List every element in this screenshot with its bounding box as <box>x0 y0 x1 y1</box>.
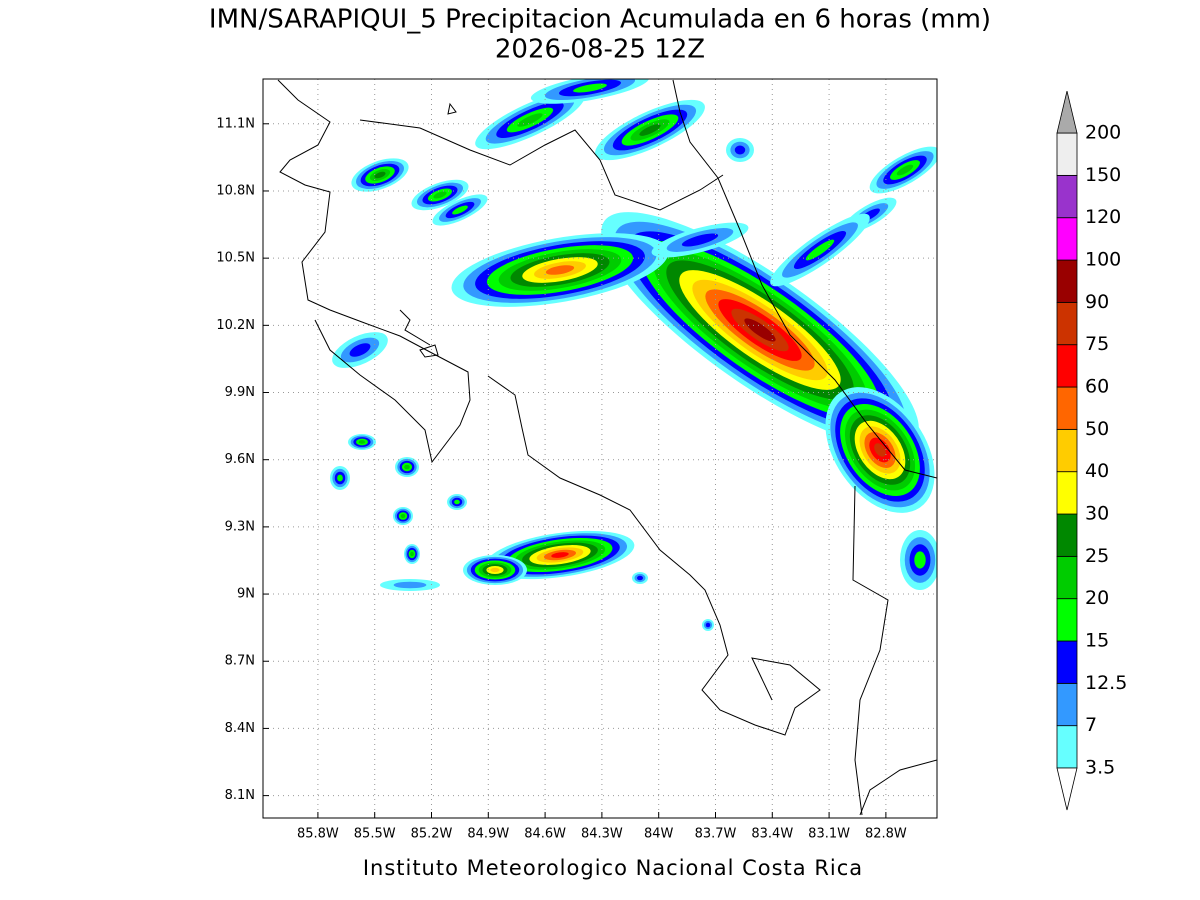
lon-tick-label: 84.3W <box>581 827 623 842</box>
precip-area <box>393 581 427 589</box>
precip-area <box>337 474 343 482</box>
lon-tick-label: 83.1W <box>808 827 850 842</box>
lon-tick-label: 85.5W <box>354 827 396 842</box>
precip-area <box>349 343 371 357</box>
coastline <box>399 309 431 346</box>
colorbar-label: 50 <box>1085 418 1109 440</box>
colorbar-box <box>1056 301 1078 346</box>
lat-tick-label: 8.4N <box>225 721 255 736</box>
colorbar-label: 200 <box>1085 122 1121 144</box>
lon-tick-label: 84.6W <box>524 827 566 842</box>
colorbar-box <box>1056 132 1078 176</box>
precip-area <box>573 83 607 93</box>
lon-tick-label: 83.4W <box>751 827 793 842</box>
border <box>852 485 889 816</box>
colorbar-label: 20 <box>1085 587 1109 609</box>
colorbar-over <box>1056 90 1078 134</box>
lon-tick-label: 82.8W <box>865 827 907 842</box>
precip-area <box>805 239 835 261</box>
precip-area <box>744 318 776 342</box>
plot-frame <box>262 78 938 819</box>
precip-area <box>358 440 366 444</box>
lon-tick-label: 85.8W <box>297 827 339 842</box>
colorbar-box <box>1056 682 1078 727</box>
colorbar-box <box>1056 428 1078 473</box>
lat-tick-label: 10.5N <box>216 251 255 266</box>
lat-tick-label: 9.6N <box>225 452 255 467</box>
precip-area <box>545 265 575 275</box>
lon-tick-label: 84.9W <box>467 827 509 842</box>
lon-tick-label: 85.2W <box>411 827 453 842</box>
colorbar-label: 120 <box>1085 206 1121 228</box>
precip-area <box>490 567 500 573</box>
colorbar-label: 75 <box>1085 333 1109 355</box>
lat-tick-label: 8.1N <box>225 788 255 803</box>
colorbar-box <box>1056 471 1078 515</box>
lat-tick-label: 9.9N <box>225 385 255 400</box>
colorbar-label: 60 <box>1085 376 1109 398</box>
colorbar: 3.5 7 12.5 15 20 25 30 40 50 60 75 90 100 120 150 200 <box>1056 90 1127 811</box>
colorbar-label: 3.5 <box>1085 757 1115 779</box>
colorbar-box <box>1056 513 1078 557</box>
border <box>359 119 724 211</box>
colorbar-under <box>1056 767 1078 811</box>
colorbar-label: 30 <box>1085 503 1109 525</box>
precip-area <box>705 622 711 628</box>
colorbar-label: 90 <box>1085 291 1109 313</box>
precip-area <box>914 551 926 569</box>
subtitle: 2026-08-25 12Z <box>495 35 705 65</box>
footer: Instituto Meteorologico Nacional Costa R… <box>363 856 863 880</box>
title: IMN/SARAPIQUI_5 Precipitacion Acumulada … <box>209 5 991 35</box>
lat-tick-label: 9.3N <box>225 519 255 534</box>
precip-area <box>433 191 447 199</box>
colorbar-box <box>1056 174 1078 219</box>
colorbar-label: 25 <box>1085 545 1109 567</box>
colorbar-box <box>1056 344 1078 388</box>
colorbar-label: 150 <box>1085 164 1121 186</box>
colorbar-box <box>1056 725 1078 769</box>
precip-area <box>896 164 914 176</box>
lat-tick-label: 10.2N <box>216 318 255 333</box>
precip-area <box>454 499 460 505</box>
coastline <box>672 79 937 479</box>
precip-area <box>874 443 886 457</box>
precipitation <box>330 79 937 631</box>
precip-area <box>400 513 406 519</box>
lat-tick-label: 9N <box>237 587 255 602</box>
colorbar-label: 40 <box>1085 460 1109 482</box>
colorbar-box <box>1056 259 1078 303</box>
precip-area <box>404 464 410 470</box>
colorbar-box <box>1056 640 1078 684</box>
precip-area <box>639 124 661 136</box>
coastline <box>277 79 471 464</box>
colorbar-box <box>1056 386 1078 430</box>
colorbar-label: 15 <box>1085 630 1109 652</box>
island <box>419 102 457 358</box>
lat-tick-label: 10.8N <box>216 183 255 198</box>
precip-area <box>637 575 643 581</box>
lon-tick-label: 83.7W <box>695 827 737 842</box>
colorbar-box <box>1056 555 1078 600</box>
precip-area <box>374 171 386 179</box>
colorbar-label: 100 <box>1085 249 1121 271</box>
precip-area <box>410 551 414 557</box>
colorbar-label: 7 <box>1085 714 1097 736</box>
colorbar-label: 12.5 <box>1085 672 1127 694</box>
grid: 85.8W 85.5W 85.2W 84.9W 84.6W 84.3W 84W 83.7W 83… <box>216 79 937 842</box>
coastline <box>859 759 937 816</box>
colorbar-box <box>1056 217 1078 261</box>
lat-tick-label: 8.7N <box>225 654 255 669</box>
precip-area <box>452 205 468 215</box>
precip-area <box>734 145 746 155</box>
coastlines <box>277 79 937 816</box>
lon-tick-label: 84W <box>644 827 674 842</box>
coastline <box>487 375 821 736</box>
lat-tick-label: 11.1N <box>216 116 255 131</box>
precip-area <box>551 552 569 558</box>
precip-area <box>681 233 719 247</box>
colorbar-box <box>1056 598 1078 642</box>
